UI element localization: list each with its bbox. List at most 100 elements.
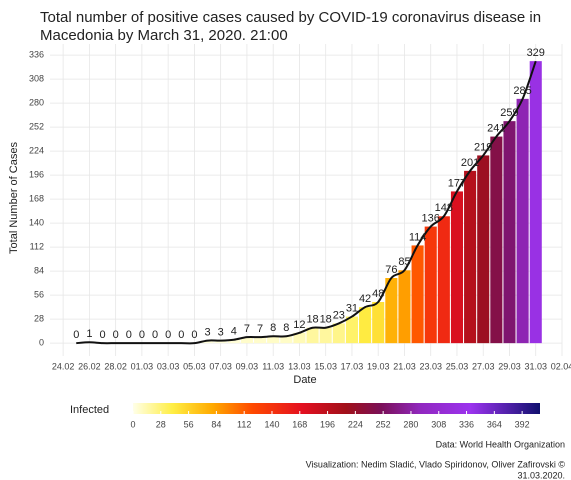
- bar: [293, 332, 306, 344]
- x-tick-label: 05.03: [183, 361, 206, 371]
- colorbar-tick-label: 140: [264, 419, 279, 429]
- y-tick-label: 112: [30, 242, 44, 252]
- bar: [359, 307, 372, 344]
- bar: [345, 316, 358, 344]
- bar: [411, 245, 424, 344]
- value-label: 31: [346, 302, 358, 314]
- y-tick-label: 168: [29, 194, 44, 204]
- x-tick-label: 11.03: [262, 361, 284, 371]
- value-label: 8: [270, 322, 276, 334]
- value-label: 0: [152, 329, 158, 341]
- x-tick-label: 21.03: [393, 361, 416, 371]
- value-label: 18: [306, 314, 318, 326]
- value-label: 0: [113, 329, 119, 341]
- colorbar-tick-label: 0: [130, 419, 135, 429]
- value-label: 7: [257, 323, 263, 335]
- bar: [306, 327, 319, 344]
- bar: [385, 278, 398, 344]
- bar: [201, 340, 214, 344]
- y-tick-label: 336: [29, 50, 44, 60]
- chart-subtitle: Macedonia by March 31, 2020. 21:00: [40, 27, 288, 44]
- x-tick-label: 26.02: [78, 361, 101, 371]
- y-tick-label: 56: [34, 290, 44, 300]
- bar: [450, 191, 464, 344]
- colorbar-tick-label: 84: [211, 419, 221, 429]
- value-label: 329: [527, 47, 545, 59]
- value-label: 177: [448, 177, 466, 189]
- value-label: 18: [320, 314, 332, 326]
- y-tick-label: 196: [29, 170, 44, 180]
- y-tick-label: 224: [29, 146, 44, 156]
- bar: [240, 337, 253, 344]
- x-tick-label: 24.02: [52, 361, 75, 371]
- bar: [477, 155, 490, 344]
- bar: [227, 339, 240, 344]
- colorbar-tick-label: 280: [403, 419, 418, 429]
- bar: [529, 61, 542, 344]
- value-label: 3: [204, 326, 210, 338]
- colorbar-tick-label: 168: [292, 419, 307, 429]
- colorbar-tick-label: 112: [237, 419, 251, 429]
- value-label: 23: [333, 309, 345, 321]
- y-tick-label: 140: [29, 218, 44, 228]
- bar: [424, 226, 437, 344]
- value-label: 12: [293, 319, 305, 331]
- value-label: 0: [99, 329, 105, 341]
- x-tick-label: 23.03: [419, 361, 442, 371]
- bar: [516, 98, 529, 344]
- x-tick-label: 27.03: [472, 361, 495, 371]
- bar: [254, 337, 267, 344]
- bar: [280, 336, 293, 344]
- value-label: 0: [165, 329, 171, 341]
- source: Data: World Health Organization: [436, 439, 565, 449]
- bar: [503, 121, 516, 344]
- x-tick-label: 01.03: [131, 361, 154, 371]
- chart-title: Total number of positive cases caused by…: [40, 9, 541, 26]
- x-tick-label: 19.03: [367, 361, 390, 371]
- bar: [332, 323, 345, 344]
- colorbar-tick-label: 196: [320, 419, 335, 429]
- value-label: 241: [487, 122, 505, 134]
- colorbar-tick-label: 308: [431, 419, 446, 429]
- trend-line: [76, 60, 537, 345]
- y-axis-label: Total Number of Cases: [8, 142, 20, 254]
- value-label: 114: [409, 231, 427, 243]
- value-label: 201: [461, 157, 479, 169]
- value-label: 259: [500, 107, 518, 119]
- colorbar-tick-label: 28: [156, 419, 166, 429]
- x-tick-label: 31.03: [524, 361, 547, 371]
- bar: [437, 216, 450, 344]
- x-tick-label: 15.03: [314, 361, 337, 371]
- x-tick-label: 03.03: [157, 361, 180, 371]
- x-tick-label: 02.04: [551, 361, 571, 371]
- value-label: 8: [283, 322, 289, 334]
- bar: [372, 302, 385, 344]
- value-label: 219: [474, 141, 492, 153]
- y-tick-label: 308: [29, 74, 44, 84]
- bar: [490, 136, 503, 344]
- x-tick-label: 28.02: [104, 361, 127, 371]
- value-label: 0: [178, 329, 184, 341]
- value-label: 0: [126, 329, 132, 341]
- x-tick-label: 25.03: [446, 361, 469, 371]
- bar: [214, 340, 227, 344]
- y-tick-label: 0: [39, 338, 44, 348]
- x-tick-label: 13.03: [288, 361, 311, 371]
- value-label: 0: [191, 329, 197, 341]
- value-label: 148: [435, 202, 453, 214]
- colorbar-tick-label: 224: [348, 419, 363, 429]
- x-tick-label: 07.03: [209, 361, 232, 371]
- x-tick-label: 17.03: [341, 361, 364, 371]
- credit-date: 31.03.2020.: [517, 470, 565, 480]
- legend-title: Infected: [70, 404, 109, 416]
- y-tick-label: 280: [29, 98, 44, 108]
- value-label: 42: [359, 293, 371, 305]
- colorbar-tick-label: 392: [515, 419, 530, 429]
- colorbar-tick-label: 336: [459, 419, 474, 429]
- y-tick-label: 28: [34, 314, 44, 324]
- plot-area: [50, 44, 563, 356]
- colorbar-tick-label: 252: [376, 419, 391, 429]
- value-label: 85: [398, 256, 410, 268]
- value-label: 7: [244, 323, 250, 335]
